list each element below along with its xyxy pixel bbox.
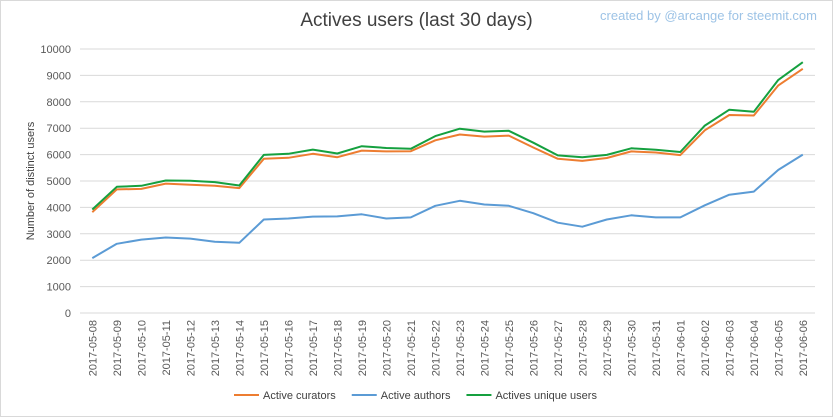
x-tick-label: 2017-06-04 xyxy=(749,320,761,376)
y-tick-label: 8000 xyxy=(47,97,71,109)
legend: Active curators Active authors Actives uni… xyxy=(234,390,597,402)
watermark: created by @arcange for steemit.com xyxy=(600,8,817,23)
y-tick-label: 7000 xyxy=(47,123,71,135)
x-tick-label: 2017-06-06 xyxy=(798,320,810,376)
legend-item: Active authors xyxy=(351,390,451,402)
x-tick-label: 2017-05-26 xyxy=(528,320,540,376)
y-axis-label: Number of distinct users xyxy=(25,121,37,240)
y-tick-label: 5000 xyxy=(47,176,71,188)
series-line xyxy=(91,153,804,259)
x-tick-label: 2017-05-24 xyxy=(479,320,491,376)
x-tick-label: 2017-06-02 xyxy=(700,320,712,376)
y-tick-label: 9000 xyxy=(47,70,71,82)
x-tick-label: 2017-05-16 xyxy=(283,320,295,376)
y-tick-label: 6000 xyxy=(47,150,71,162)
y-tick-label: 4000 xyxy=(47,202,71,214)
x-tick-label: 2017-05-15 xyxy=(259,320,271,376)
legend-label: Active authors xyxy=(381,390,451,402)
x-tick-label: 2017-05-12 xyxy=(185,320,197,376)
y-tick-label: 0 xyxy=(65,308,71,320)
x-tick-label: 2017-05-11 xyxy=(161,320,173,375)
x-tick-label: 2017-05-30 xyxy=(626,320,638,376)
y-tick-label: 2000 xyxy=(47,255,71,267)
legend-item: Actives unique users xyxy=(466,390,597,402)
x-tick-label: 2017-05-09 xyxy=(112,320,124,376)
x-tick-label: 2017-05-21 xyxy=(406,320,418,376)
x-tick-label: 2017-05-18 xyxy=(332,320,344,376)
x-tick-label: 2017-06-05 xyxy=(773,320,785,376)
x-tick-label: 2017-05-28 xyxy=(577,320,589,376)
legend-label: Actives unique users xyxy=(495,390,597,402)
x-tick-label: 2017-06-03 xyxy=(724,320,736,376)
x-tick-label: 2017-05-25 xyxy=(504,320,516,376)
y-axis-ticks: 0 1000 2000 3000 4000 5000 6000 7000 8000 9000 100… xyxy=(40,44,71,320)
y-tick-label: 1000 xyxy=(47,282,71,294)
x-tick-label: 2017-05-13 xyxy=(210,320,222,376)
x-tick-label: 2017-05-31 xyxy=(651,320,663,376)
x-tick-label: 2017-05-14 xyxy=(234,320,246,376)
x-tick-label: 2017-05-08 xyxy=(87,320,99,376)
x-axis-ticks: 2017-05-08 2017-05-09 2017-05-10 2017-05-11… xyxy=(87,320,810,376)
x-tick-label: 2017-05-19 xyxy=(357,320,369,376)
x-tick-label: 2017-05-22 xyxy=(430,320,442,376)
y-tick-label: 10000 xyxy=(40,44,71,56)
x-tick-label: 2017-06-01 xyxy=(675,320,687,376)
series-lines xyxy=(91,61,804,259)
x-tick-label: 2017-05-29 xyxy=(602,320,614,376)
x-tick-label: 2017-05-10 xyxy=(136,320,148,376)
x-tick-label: 2017-05-27 xyxy=(553,320,565,376)
x-tick-label: 2017-05-17 xyxy=(308,320,320,376)
x-tick-label: 2017-05-20 xyxy=(381,320,393,376)
legend-label: Active curators xyxy=(263,390,336,402)
legend-item: Active curators xyxy=(234,390,336,402)
series-line xyxy=(91,67,804,213)
y-tick-label: 3000 xyxy=(47,229,71,241)
series-line xyxy=(91,61,804,211)
chart-title: Actives users (last 30 days) xyxy=(300,10,533,31)
x-tick-label: 2017-05-23 xyxy=(455,320,467,376)
